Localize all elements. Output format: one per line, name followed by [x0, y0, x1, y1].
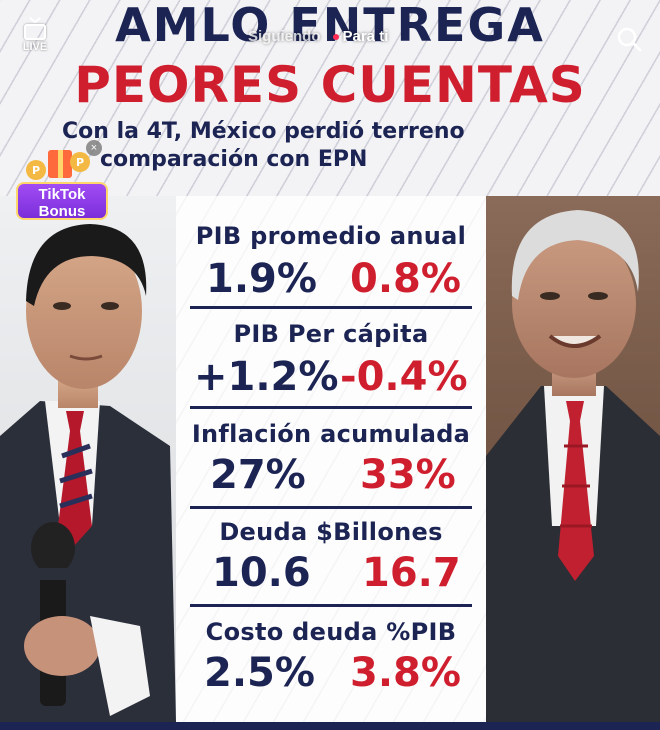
gift-icon: P P	[26, 150, 90, 180]
stats-panel: PIB promedio anual 1.9% 0.8% PIB Per cáp…	[176, 196, 486, 722]
search-icon[interactable]	[616, 26, 642, 52]
subtitle: Con la 4T, México perdió terreno compara…	[62, 118, 622, 174]
value-amlo: 0.8%	[350, 256, 461, 302]
svg-text:P: P	[32, 164, 40, 177]
tab-for-you[interactable]: Para ti	[332, 28, 389, 45]
divider	[190, 604, 472, 607]
tv-icon	[24, 24, 46, 40]
headline-line-1: AMLO ENTREGA	[115, 0, 545, 52]
feed-tabs: Siguiendo Para ti	[248, 28, 388, 45]
live-label: LIVE	[22, 41, 48, 53]
tab-following[interactable]: Siguiendo	[248, 28, 321, 45]
photo-epn	[0, 196, 176, 722]
value-amlo: -0.4%	[340, 354, 468, 400]
close-icon[interactable]: ×	[86, 140, 102, 156]
stat-label: Inflación acumulada	[191, 420, 471, 448]
value-epn: 10.6	[212, 550, 311, 596]
headline-line-2: PEORES CUENTAS	[74, 56, 586, 114]
value-epn: 2.5%	[204, 650, 315, 696]
photo-amlo	[486, 196, 660, 722]
value-amlo: 16.7	[362, 550, 461, 596]
divider	[190, 306, 472, 309]
divider	[190, 406, 472, 409]
bonus-label: TikTok Bonus	[16, 182, 108, 220]
tiktok-bonus-sticker[interactable]: P P × TikTok Bonus	[10, 140, 108, 220]
bonus-label-line-2: Bonus	[38, 203, 86, 220]
stat-label: PIB Per cápita	[233, 320, 429, 348]
portrait-epn	[0, 196, 176, 722]
value-epn: 1.9%	[206, 256, 317, 302]
stat-label: PIB promedio anual	[195, 222, 467, 250]
subtitle-line-1: Con la 4T, México perdió terreno	[62, 119, 465, 144]
stat-label: Deuda $Billones	[219, 518, 443, 546]
stat-label: Costo deuda %PIB	[205, 618, 457, 646]
value-epn: +1.2%	[194, 354, 339, 400]
svg-text:P: P	[76, 156, 84, 169]
live-icon[interactable]: LIVE	[18, 24, 52, 53]
subtitle-line-2: comparación con EPN	[100, 147, 368, 172]
value-epn: 27%	[210, 452, 306, 498]
portrait-amlo	[486, 196, 660, 722]
bonus-label-line-1: TikTok	[38, 186, 86, 203]
notification-dot	[332, 33, 339, 40]
value-amlo: 33%	[360, 452, 456, 498]
bottom-bar	[0, 722, 660, 730]
divider	[190, 506, 472, 509]
tab-for-you-label: Para ti	[342, 28, 389, 45]
value-amlo: 3.8%	[350, 650, 461, 696]
